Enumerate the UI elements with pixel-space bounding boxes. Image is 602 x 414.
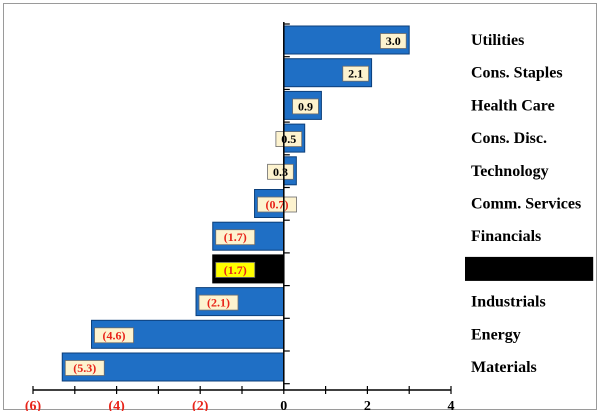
category-label-ac-world-ex-us: AC World ex-US bbox=[471, 261, 586, 278]
value-label-industrials: (2.1) bbox=[207, 296, 230, 310]
value-label-box-technology bbox=[267, 163, 294, 180]
value-label-utilities: 3.0 bbox=[386, 34, 401, 48]
category-label-technology: Technology bbox=[471, 163, 549, 180]
value-label-box-energy bbox=[94, 327, 134, 344]
value-label-box-ac-world-ex-us bbox=[215, 261, 256, 278]
value-label-energy: (4.6) bbox=[103, 328, 126, 342]
value-label-box-cons-disc bbox=[275, 131, 303, 147]
x-tick-label: 2 bbox=[364, 399, 371, 411]
x-tick-label: 4 bbox=[448, 399, 455, 411]
value-label-box-health-care bbox=[292, 98, 319, 115]
category-label-energy: Energy bbox=[471, 326, 521, 343]
category-highlight-box bbox=[465, 256, 594, 281]
value-label-box-industrials bbox=[198, 294, 239, 311]
value-label-box-cons-staples bbox=[342, 65, 369, 82]
value-label-materials: (5.3) bbox=[73, 361, 96, 375]
x-tick-label: (4) bbox=[108, 399, 125, 411]
bar-chart: 3.0 Utilities 2.1 Cons. Staples 0.9 Health Ca… bbox=[25, 22, 594, 411]
category-label-materials: Materials bbox=[471, 359, 537, 376]
value-label-box-comm-services bbox=[257, 196, 297, 213]
category-label-comm-services: Comm. Services bbox=[471, 196, 581, 213]
category-label-utilities: Utilities bbox=[471, 32, 524, 49]
x-tick-label: (2) bbox=[192, 399, 209, 411]
value-label-cons-disc: 0.5 bbox=[281, 132, 296, 146]
value-label-box-materials bbox=[64, 360, 105, 376]
category-label-financials: Financials bbox=[471, 228, 541, 245]
value-label-ac-world-ex-us: (1.7) bbox=[224, 263, 247, 277]
category-label-health-care: Health Care bbox=[471, 97, 555, 114]
value-label-health-care: 0.9 bbox=[298, 99, 313, 113]
x-tick-label: 0 bbox=[280, 399, 287, 411]
x-tick-label: (6) bbox=[25, 399, 42, 411]
category-label-industrials: Industrials bbox=[471, 294, 546, 311]
value-label-box-utilities bbox=[379, 33, 407, 49]
chart-frame: 3.0 Utilities 2.1 Cons. Staples 0.9 Health Ca… bbox=[3, 3, 597, 411]
value-label-comm-services: (0.7) bbox=[266, 198, 289, 212]
category-label-cons-staples: Cons. Staples bbox=[471, 65, 563, 82]
value-label-box-financials bbox=[215, 229, 256, 246]
value-label-technology: 0.3 bbox=[273, 165, 288, 179]
value-label-financials: (1.7) bbox=[224, 230, 247, 244]
category-label-cons-disc: Cons. Disc. bbox=[471, 130, 547, 147]
value-label-cons-staples: 2.1 bbox=[348, 67, 363, 81]
